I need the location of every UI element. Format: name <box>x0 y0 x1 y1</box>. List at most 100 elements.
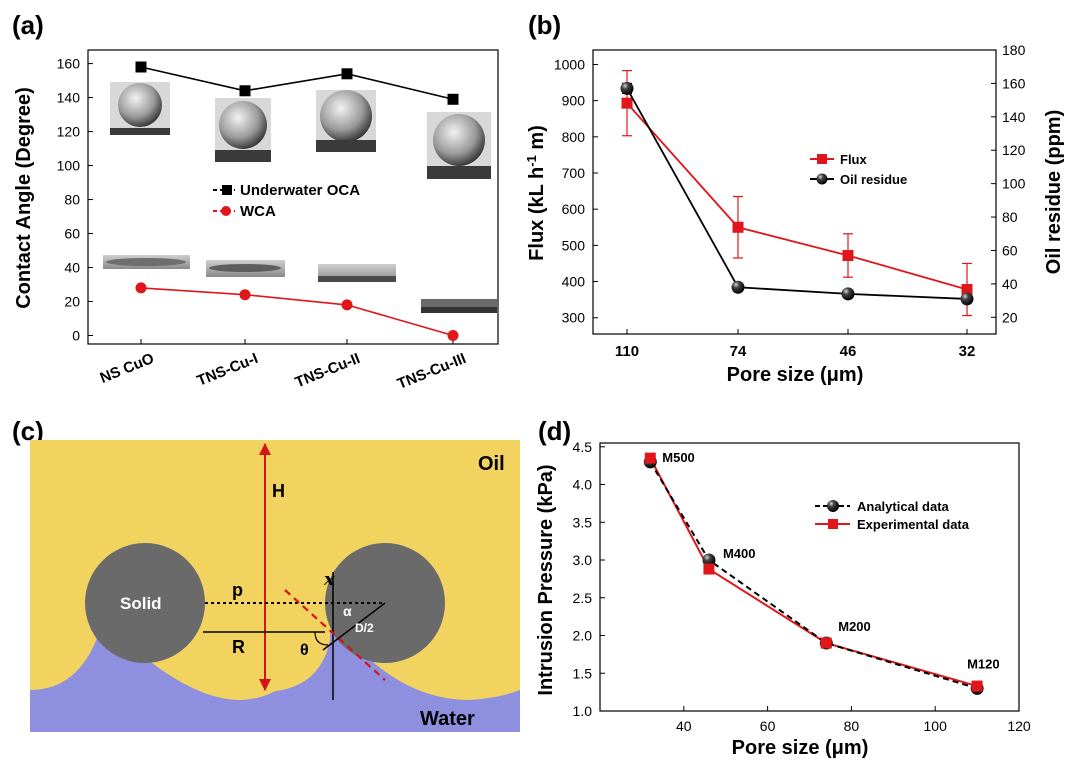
panel-b-legend: Flux Oil residue <box>810 152 907 187</box>
legend-label-wca: WCA <box>240 203 276 220</box>
radius-line <box>322 602 386 651</box>
b-series-0-point <box>732 221 744 233</box>
d-point-label: M120 <box>967 656 1000 671</box>
panel-a-y-ticks: 0 20 40 60 80 100 120 140 160 <box>57 56 93 344</box>
a-y-tick-label: 20 <box>64 294 80 310</box>
panel-d-legend: Analytical data Experimental data <box>815 499 970 532</box>
a-y-tick-label: 140 <box>57 90 81 106</box>
b-left-y-tick-label: 900 <box>562 93 586 109</box>
a-y-tick-label: 160 <box>57 56 81 72</box>
b-right-y-tick-label: 120 <box>1002 142 1026 158</box>
a-series-1-point <box>341 299 353 311</box>
d-x-tick-label: 120 <box>1007 718 1031 734</box>
b-left-y-tick-label: 500 <box>562 237 586 253</box>
a-x-tick-label: NS CuO <box>98 350 157 387</box>
d-series-1-point <box>644 452 656 464</box>
panel-a-frame <box>87 49 499 345</box>
panel-b-right-y-ticks: 20 40 60 80 100 120 140 160 180 <box>991 42 1026 325</box>
b-x-tick-label: 74 <box>730 343 747 360</box>
legend-marker-wca <box>221 206 231 216</box>
d-point-label: M400 <box>723 546 756 561</box>
inset-wca-tns-cu-i <box>206 260 285 277</box>
panel-label-d: (d) <box>538 416 571 446</box>
a-x-tick-label: TNS-Cu-III <box>395 350 469 393</box>
d-series-1-point <box>820 637 832 649</box>
b-series-0-point <box>961 284 973 296</box>
legend-label-flux: Flux <box>840 152 867 167</box>
b-series-1-point <box>841 287 855 301</box>
d-y-tick-label: 2.5 <box>573 590 593 606</box>
panel-a-legend: Underwater OCA WCA <box>213 182 360 220</box>
panel-label-a: (a) <box>12 10 44 40</box>
a-series-line-1 <box>140 287 454 337</box>
a-y-tick-label: 40 <box>64 260 80 276</box>
inset-wca-tns-cu-ii <box>318 264 396 282</box>
oil-meniscus-left <box>30 630 100 690</box>
d-series-line-0 <box>649 461 978 690</box>
b-right-y-tick-label: 180 <box>1002 42 1026 58</box>
d-point-label: M500 <box>662 450 695 465</box>
legend-label-analytical: Analytical data <box>857 499 950 514</box>
b-right-y-tick-label: 100 <box>1002 176 1026 192</box>
d-x-tick-label: 100 <box>924 718 948 734</box>
d-y-tick-label: 2.0 <box>573 628 593 644</box>
b-left-y-tick-label: 400 <box>562 274 586 290</box>
solid-sphere-left <box>85 543 205 663</box>
inset-wca-ns-cuo <box>103 255 190 269</box>
panel-a-series <box>135 61 459 342</box>
a-series-line-0 <box>140 66 454 101</box>
panel-a-y-axis-label: Contact Angle (Degree) <box>13 87 35 309</box>
panel-b-frame <box>592 49 997 335</box>
b-series-0-point <box>842 249 854 261</box>
b-right-y-tick-label: 80 <box>1002 209 1018 225</box>
b-right-y-tick-label: 40 <box>1002 276 1018 292</box>
panel-b-left-y-axis-label: Flux (kL h-1 m) <box>524 125 548 261</box>
legend-label-experimental: Experimental data <box>857 517 970 532</box>
d-y-tick-label: 4.0 <box>573 477 593 493</box>
panel-a-x-ticks: NS CuO TNS-Cu-I TNS-Cu-II TNS-Cu-III <box>98 339 469 393</box>
b-right-y-tick-label: 60 <box>1002 242 1018 258</box>
panel-d-frame <box>599 442 1020 712</box>
inset-oca-tns-cu-ii <box>316 90 376 152</box>
b-x-tick-label: 32 <box>959 343 976 360</box>
oil-label: Oil <box>478 453 505 475</box>
a-x-tick-label: TNS-Cu-II <box>293 350 363 391</box>
d-y-tick-label: 3.0 <box>573 552 593 568</box>
water-label: Water <box>420 708 475 730</box>
inset-oca-ns-cuo <box>110 82 170 135</box>
b-right-y-tick-label: 160 <box>1002 75 1026 91</box>
x-label: x <box>323 569 335 590</box>
b-series-0-point <box>621 97 633 109</box>
d-y-tick-label: 4.5 <box>573 439 593 455</box>
a-x-tick-label: TNS-Cu-I <box>195 350 261 390</box>
inset-wca-tns-cu-iii <box>421 299 497 313</box>
alpha-label: α <box>343 603 352 619</box>
b-series-line-0 <box>626 102 968 291</box>
a-series-0-point <box>341 68 353 80</box>
panel-b-left-y-ticks: 300 400 500 600 700 800 900 1000 <box>554 56 598 326</box>
b-left-y-tick-label: 800 <box>562 129 586 145</box>
panel-b-series <box>620 70 974 317</box>
a-y-tick-label: 80 <box>64 192 80 208</box>
d-series-line-1 <box>649 457 978 688</box>
a-series-1-point <box>239 289 251 301</box>
d-half-label: D/2 <box>355 621 374 635</box>
legend-marker-flux <box>817 154 827 164</box>
a-series-1-point <box>447 330 459 342</box>
a-y-tick-label: 120 <box>57 124 81 140</box>
b-x-tick-label: 110 <box>615 343 639 360</box>
d-x-tick-label: 60 <box>760 718 776 734</box>
p-label: p <box>232 580 243 600</box>
panel-d-x-ticks: 40 60 80 100 120 <box>676 706 1031 734</box>
legend-marker-experimental <box>828 519 838 529</box>
a-y-tick-label: 100 <box>57 158 81 174</box>
d-x-tick-label: 40 <box>676 718 692 734</box>
b-series-1-point <box>620 81 634 95</box>
panel-c: (c) Solid Oil Water H p R θ α D/2 x <box>12 416 520 732</box>
b-series-1-point <box>960 292 974 306</box>
inset-oca-tns-cu-iii <box>427 112 491 179</box>
panel-b-right-y-axis-label: Oil residue (ppm) <box>1043 110 1065 274</box>
water-region <box>30 626 520 732</box>
a-series-0-point <box>239 85 251 97</box>
panel-d-y-ticks: 1.0 1.5 2.0 2.5 3.0 3.5 4.0 4.5 <box>573 439 605 719</box>
